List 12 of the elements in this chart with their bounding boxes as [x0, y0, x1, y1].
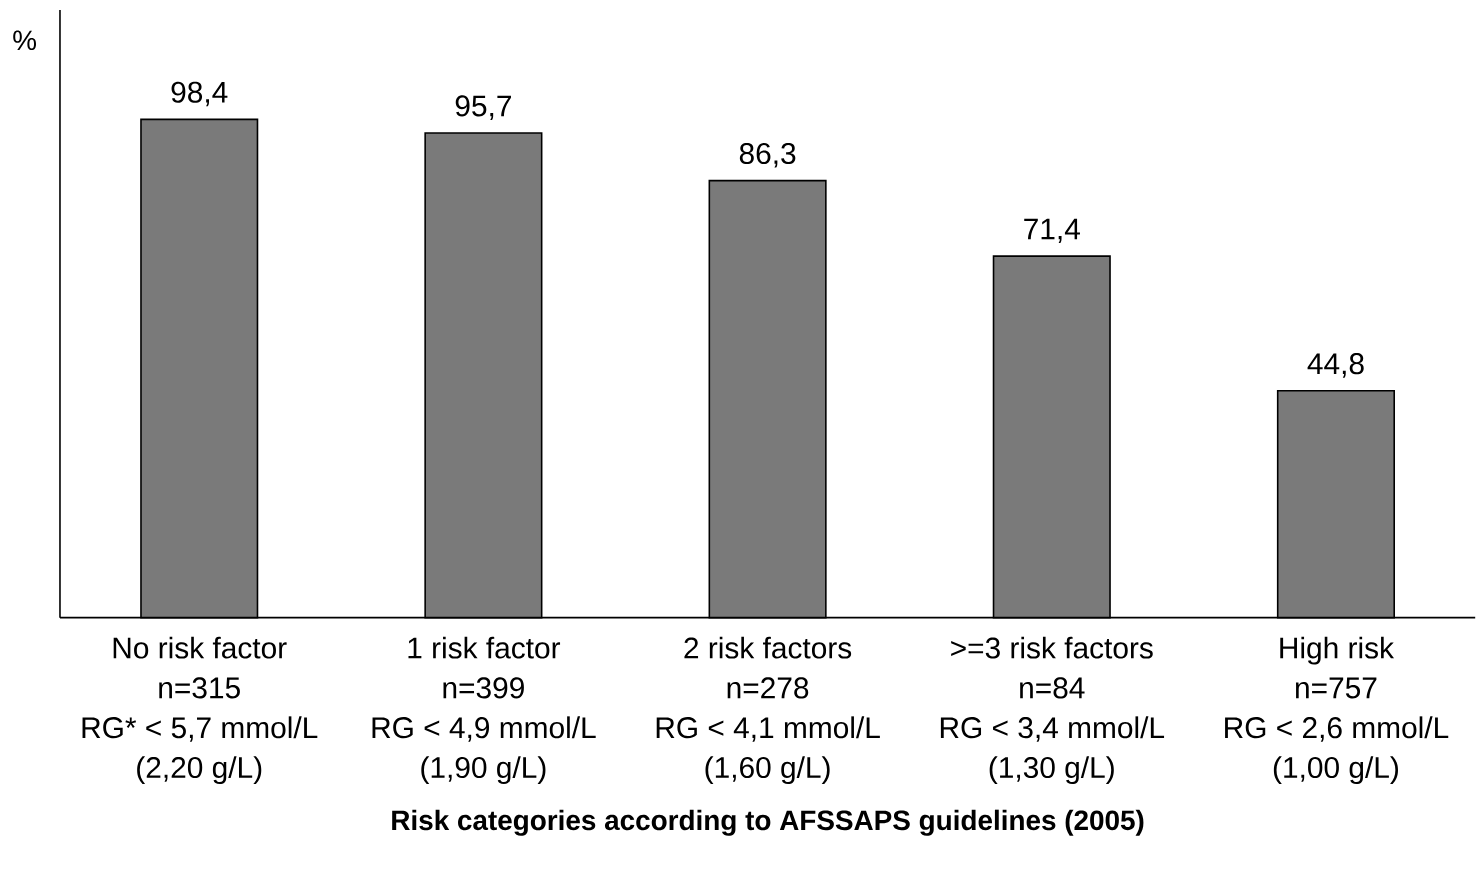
x-axis-title: Risk categories according to AFSSAPS guidelines (2005)	[392, 809, 1144, 837]
data-label: 95,7	[455, 95, 511, 121]
data-label: 98,4	[171, 81, 228, 107]
x-tick-label: >=3 risk factors n=84 RG < 3,4 mmol/L (1,30 g/L)	[940, 636, 1165, 785]
x-tick-label: 2 risk factors n=278 RG < 4,1 mmol/L (1,60 g/L)	[656, 636, 880, 785]
y-axis-title: %	[13, 30, 37, 51]
data-label: 71,4	[1024, 218, 1080, 244]
data-label: 86,3	[739, 143, 796, 168]
data-label: 44,8	[1307, 353, 1364, 378]
x-tick-label: High risk n=757 RG < 2,6 mmol/L (1,00 g/L)	[1225, 636, 1449, 785]
x-tick-label: No risk factor n=315 RG* < 5,7 mmol/L (2,20 g/L)	[82, 636, 318, 785]
x-tick-label: 1 risk factor n=399 RG < 4,9 mmol/L (1,90 g/L)	[372, 636, 596, 785]
